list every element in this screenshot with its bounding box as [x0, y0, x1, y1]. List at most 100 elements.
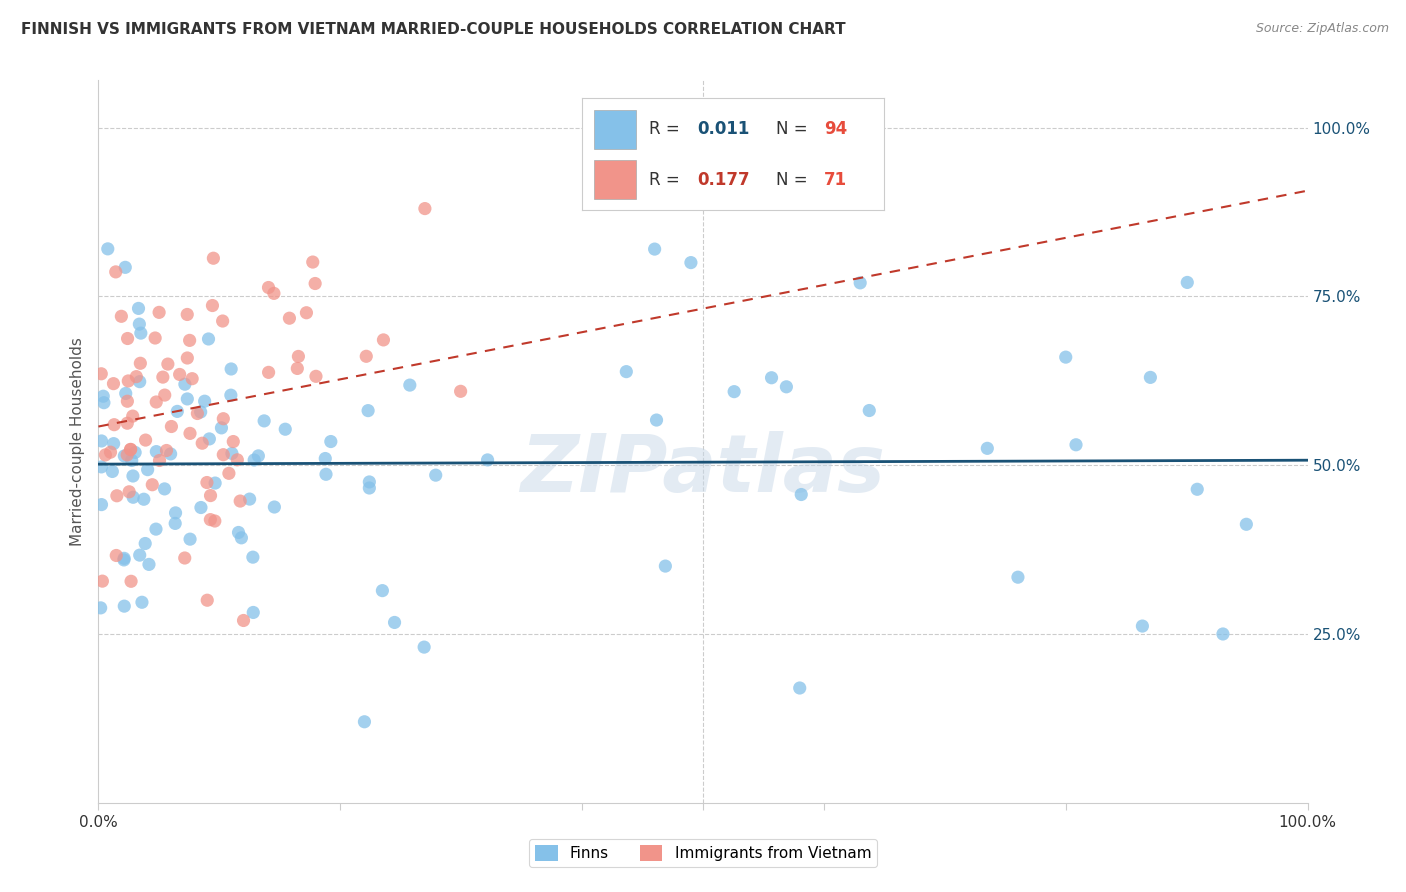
Point [152, 370, 174, 384]
Point [232, 614, 254, 628]
Point [477, 453, 499, 467]
Point [112, 553, 135, 567]
Point [413, 202, 436, 216]
Point [128, 317, 150, 331]
Point [1064, 438, 1087, 452]
Point [179, 334, 201, 348]
Point [285, 361, 308, 376]
Point [93, 395, 115, 409]
Point [90, 498, 112, 512]
Point [354, 349, 377, 363]
Point [101, 465, 124, 479]
Point [112, 449, 135, 463]
Point [105, 549, 128, 563]
Point [159, 447, 181, 461]
Point [190, 405, 212, 419]
Point [218, 467, 240, 481]
Point [204, 476, 226, 491]
Point [319, 434, 342, 449]
Text: Source: ZipAtlas.com: Source: ZipAtlas.com [1256, 22, 1389, 36]
Y-axis label: Married-couple Households: Married-couple Households [69, 337, 84, 546]
Point [357, 403, 380, 417]
Point [90, 367, 112, 381]
Point [219, 388, 242, 402]
Point [301, 255, 323, 269]
Point [91, 389, 114, 403]
Point [723, 384, 745, 399]
Point [761, 370, 783, 384]
Point [1212, 627, 1234, 641]
Point [219, 362, 242, 376]
Point [148, 453, 170, 467]
Point [110, 310, 132, 324]
Point [121, 409, 143, 424]
Point [120, 442, 142, 457]
Point [125, 369, 148, 384]
Point [117, 374, 139, 388]
Point [114, 386, 136, 401]
Point [176, 308, 198, 322]
Point [122, 490, 145, 504]
Legend: Finns, Immigrants from Vietnam: Finns, Immigrants from Vietnam [529, 839, 877, 867]
Point [384, 615, 406, 630]
Point [181, 372, 204, 386]
Point [90, 434, 112, 448]
Point [169, 368, 191, 382]
Point [176, 351, 198, 365]
Point [413, 640, 436, 654]
Point [145, 522, 167, 536]
Text: ZIPatlas: ZIPatlas [520, 432, 886, 509]
Point [242, 550, 264, 565]
Point [128, 301, 150, 316]
Point [304, 277, 326, 291]
Point [124, 445, 146, 459]
Point [314, 451, 336, 466]
Point [103, 417, 125, 432]
Point [790, 487, 813, 501]
Point [1054, 350, 1077, 364]
Point [202, 251, 225, 265]
Point [194, 394, 217, 409]
Point [222, 434, 245, 449]
Point [315, 467, 337, 482]
Point [212, 411, 235, 425]
Point [103, 376, 125, 391]
Point [644, 242, 666, 256]
Point [1007, 570, 1029, 584]
Point [117, 331, 139, 345]
Point [229, 494, 252, 508]
Point [228, 525, 250, 540]
Point [359, 475, 381, 489]
Point [120, 574, 142, 589]
Point [200, 513, 222, 527]
Point [138, 558, 160, 572]
Point [121, 453, 143, 467]
Point [775, 380, 797, 394]
Point [190, 500, 212, 515]
Point [242, 606, 264, 620]
Point [173, 551, 195, 566]
Point [209, 421, 232, 435]
Point [654, 559, 676, 574]
Point [120, 442, 142, 457]
Point [118, 484, 141, 499]
Point [257, 365, 280, 379]
Point [136, 463, 159, 477]
Point [197, 332, 219, 346]
Point [201, 299, 224, 313]
Point [305, 369, 328, 384]
Point [221, 446, 243, 460]
Point [153, 482, 176, 496]
Point [425, 468, 447, 483]
Text: FINNISH VS IMMIGRANTS FROM VIETNAM MARRIED-COUPLE HOUSEHOLDS CORRELATION CHART: FINNISH VS IMMIGRANTS FROM VIETNAM MARRI… [21, 22, 846, 37]
Point [191, 436, 214, 450]
Point [94, 448, 117, 462]
Point [195, 475, 218, 490]
Point [226, 452, 249, 467]
Point [257, 280, 280, 294]
Point [145, 444, 167, 458]
Point [450, 384, 472, 399]
Point [145, 395, 167, 409]
Point [90, 459, 112, 474]
Point [128, 375, 150, 389]
